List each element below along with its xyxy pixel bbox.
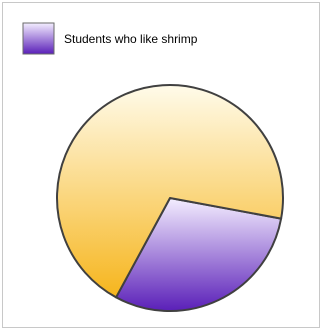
legend-label-shrimp: Students who like shrimp [64, 32, 198, 46]
chart-container: Students who like shrimp [2, 2, 320, 328]
pie-slice-other [56, 84, 284, 299]
pie-slice-shrimp [115, 197, 283, 312]
pie-slices [56, 84, 284, 312]
legend-swatch-shrimp [22, 22, 55, 55]
pie-chart: Students who like shrimp [22, 22, 284, 312]
